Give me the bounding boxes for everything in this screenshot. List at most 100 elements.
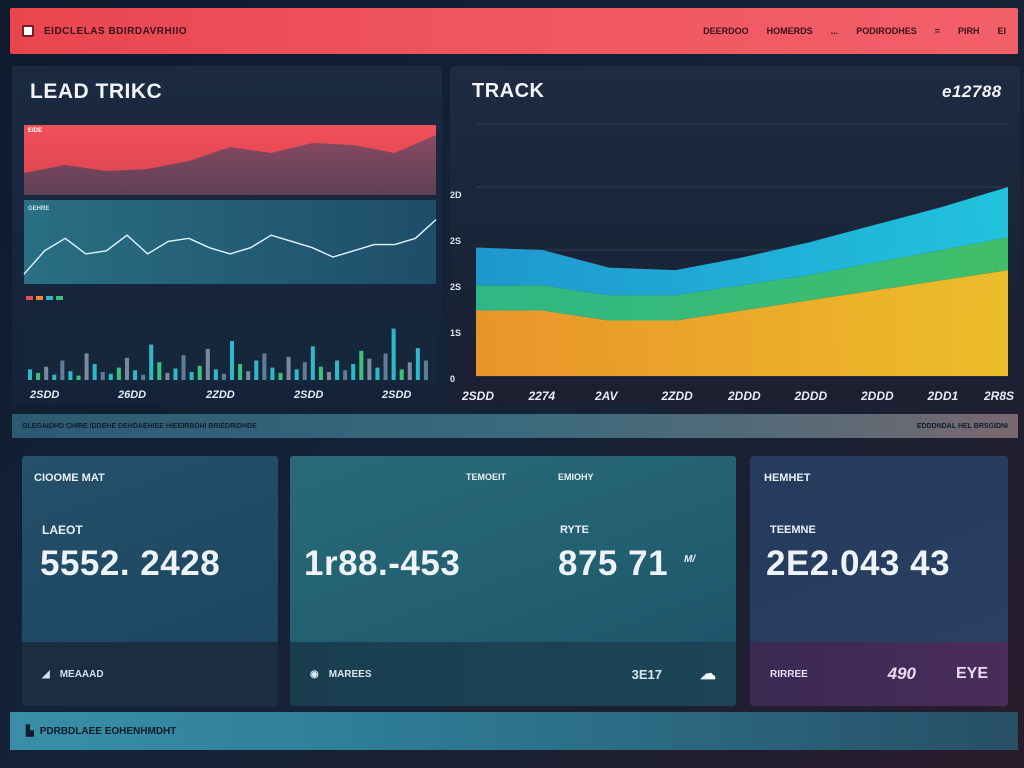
track-chart-y-axis: 2D 2S 2S 1S 0 (450, 190, 462, 384)
bar (141, 374, 146, 380)
bar (286, 356, 291, 380)
bar (302, 362, 307, 380)
top-nav: DEERDOO HOMERDS ... PODIRODHES = PIRH EI (703, 26, 1006, 36)
bar (44, 366, 49, 380)
track-series-orange (476, 270, 1008, 376)
bar-x-label: 26DD (117, 389, 146, 401)
control-bar-left-text[interactable]: GLEGAIDHD CHIRE IDDEHE DEHDAEHIEE HIEEIR… (22, 422, 257, 430)
nav-item-6[interactable]: PIRH (957, 26, 980, 36)
track-chart-areas (476, 187, 1008, 376)
legend-swatch (26, 296, 33, 300)
area-chart-series (24, 135, 436, 195)
track-total-value: e12788 (942, 82, 1002, 101)
track-series-green (476, 237, 1008, 321)
bar (173, 368, 178, 380)
cloud-icon[interactable]: ☁ (700, 666, 716, 683)
stat-card-3-value: 2E2.043 43 (766, 544, 951, 583)
bar (415, 348, 420, 380)
stat-card-1-header: CIOOME MAT (34, 472, 105, 484)
nav-item-1[interactable]: DEERDOO (703, 26, 749, 36)
line-chart-background (24, 200, 436, 284)
bar (165, 372, 170, 380)
x-tick-label: 2DDD (794, 389, 828, 403)
bar (205, 349, 210, 380)
nav-item-2[interactable]: HOMERDS (766, 26, 813, 36)
bar (28, 369, 33, 380)
x-tick-label: 2DDD (727, 389, 761, 403)
bar (68, 371, 73, 380)
bar (60, 360, 65, 380)
bar (399, 369, 404, 380)
bar (133, 370, 138, 380)
stat-card-1-footer-label: MEAAAD (59, 668, 104, 680)
stat-card-3-body: HEMHET TEEMNE 2E2.043 43 (750, 456, 1008, 642)
x-tick-label: 2DDD (860, 389, 894, 403)
bar (246, 371, 251, 380)
bar (230, 341, 235, 380)
nav-item-7[interactable]: EI (997, 26, 1006, 36)
bar (383, 353, 388, 380)
stat-card-1-value: 5552. 2428 (40, 544, 221, 583)
bar-chart-x-labels: 2SDD 26DD 2ZDD 2SDD 2SDD (29, 389, 411, 401)
control-bar: GLEGAIDHD CHIRE IDDEHE DEHDAEHIEE HIEEIR… (12, 414, 1018, 438)
bar (262, 353, 267, 380)
bar (391, 328, 396, 380)
stat-card-3-kicker: TEEMNE (770, 524, 816, 536)
nav-item-4[interactable]: PODIRODHES (856, 26, 917, 36)
x-tick-label: 2DD1 (927, 389, 959, 403)
nav-item-3[interactable]: ... (830, 26, 839, 36)
bottom-bar-label[interactable]: PDRBDLAEE EOHENHMDHT (39, 725, 177, 737)
stat-card-2-footer-label: MAREES (328, 668, 372, 680)
bar (100, 372, 105, 380)
bar (149, 344, 154, 380)
bar (318, 366, 323, 380)
bar (116, 367, 121, 380)
bar (52, 374, 57, 380)
line-chart-label: GEHRE (28, 206, 49, 212)
stat-card-3[interactable]: HEMHET TEEMNE 2E2.043 43 RIRREE 490 EYE (750, 456, 1008, 706)
app-title: EIDCLELAS BDIRDAVRHIIO (44, 25, 188, 37)
bar (84, 353, 89, 380)
bar (278, 372, 283, 380)
stat-card-1-body: CIOOME MAT LAEOT 5552. 2428 (22, 456, 278, 642)
bar (92, 364, 97, 380)
x-tick-label: 2ZDD (661, 389, 694, 403)
app-logo-icon[interactable] (22, 25, 34, 37)
bar (359, 350, 364, 380)
y-tick-label: 2S (450, 282, 461, 292)
bar (238, 364, 243, 380)
bar (335, 360, 340, 380)
bar (367, 358, 372, 380)
bar (407, 362, 412, 380)
track-chart: 2D 2S 2S 1S 0 2SDD 2274 2AV 2ZDD 2DDD 2DDD 2DDD 2DD… (450, 123, 1014, 403)
legend-swatch (46, 296, 53, 300)
bar (310, 346, 315, 380)
arrow-icon[interactable]: ◢ (42, 668, 50, 680)
stat-card-1-kicker: LAEOT (42, 523, 83, 537)
bar (157, 362, 162, 380)
stat-card-1[interactable]: CIOOME MAT LAEOT 5552. 2428 ◢ MEAAAD (22, 456, 278, 706)
line-chart-series (23, 219, 437, 275)
stat-card-2[interactable]: TEMOEIT EMIOHY RYTE 1r88.-453 875 71 M/ … (290, 456, 736, 706)
x-tick-label: 2274 (528, 389, 556, 403)
y-tick-label: 0 (450, 374, 455, 384)
stat-card-3-footer-label: RIRREE (770, 668, 808, 680)
bar (108, 373, 113, 380)
circle-icon[interactable]: ◉ (310, 668, 319, 680)
stat-card-2-footer-value: 3E17 (631, 666, 662, 682)
bar-x-label: 2SDD (381, 389, 411, 401)
bar (375, 367, 380, 380)
x-tick-label: 2R8S (983, 389, 1014, 403)
bar-chart-legend (26, 296, 63, 300)
stat-card-3-footer-value-a: 490 (887, 664, 916, 683)
stat-card-2-body: TEMOEIT EMIOHY RYTE 1r88.-453 875 71 M/ (290, 456, 736, 642)
bar (343, 370, 348, 380)
control-bar-right-text[interactable]: EDDDNDAL HEL BRSGIDNI (916, 422, 1008, 430)
bottom-bar: ▙ PDRBDLAEE EOHENHMDHT (10, 712, 1018, 750)
stat-card-1-footer: ◢ MEAAAD (22, 642, 278, 706)
y-tick-label: 2S (450, 236, 461, 246)
stat-card-2-value-a: 1r88.-453 (304, 544, 461, 583)
nav-item-5[interactable]: = (934, 26, 940, 36)
bar (189, 372, 194, 380)
menu-icon[interactable]: ▙ (26, 725, 34, 737)
